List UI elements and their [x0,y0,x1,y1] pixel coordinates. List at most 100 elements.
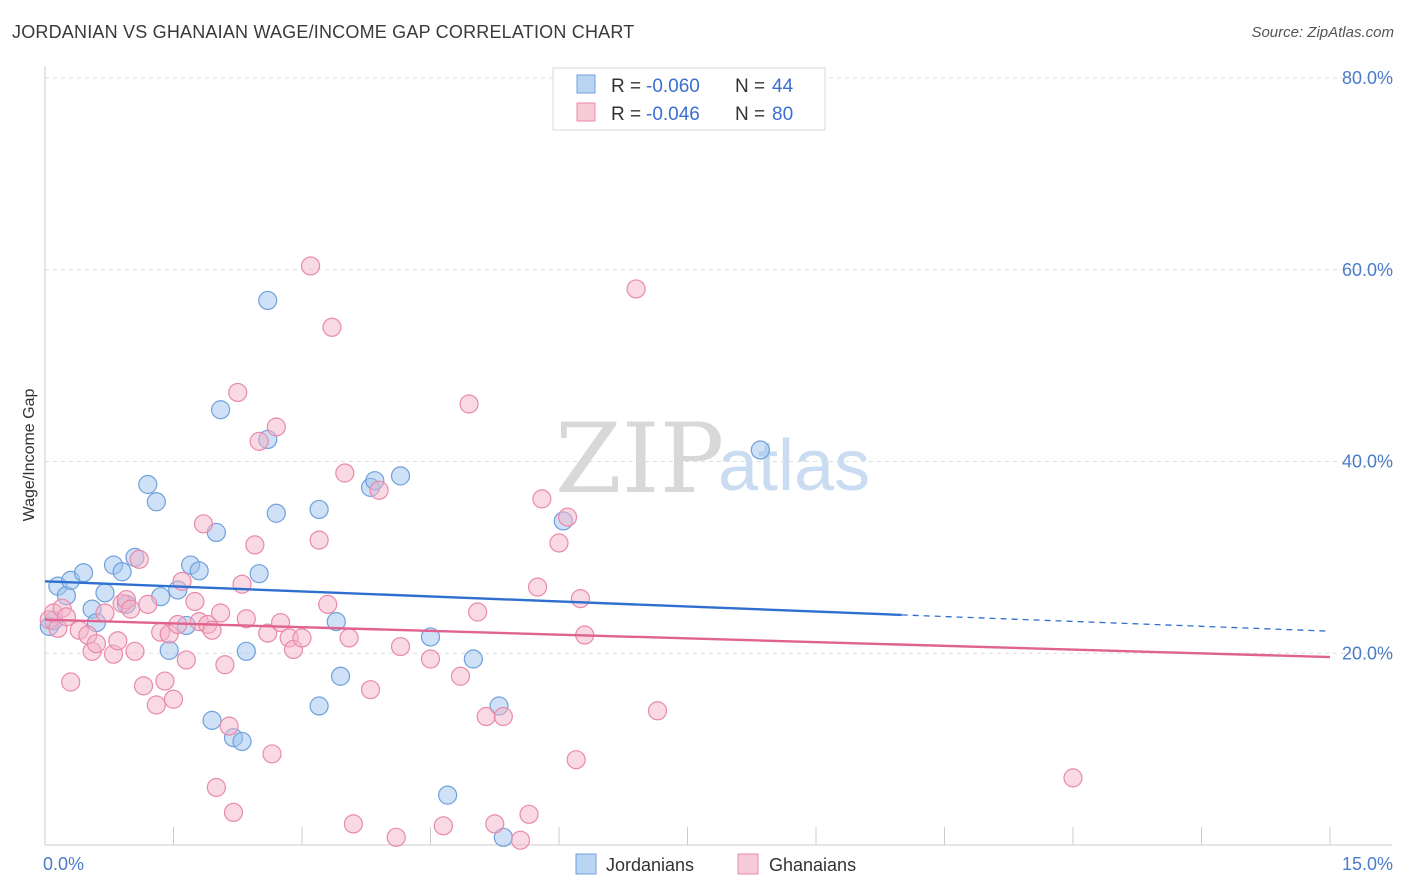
ghanaian-point-39 [232,574,252,594]
jordanian-trend-line [44,580,902,617]
ghanaian-point-28 [185,591,205,612]
legend-r-value-1: -0.046 [646,104,700,125]
ghanaian-point-15 [121,599,141,619]
grid-lines [45,77,1392,654]
ghanaian-point-5 [61,672,81,692]
jordanian-point-14 [146,492,166,512]
ghanaian-point-4 [56,607,77,627]
jordanian-point-20 [189,561,209,581]
jordanian-point-10 [112,562,132,582]
jordanian-trend-extension [901,614,1331,632]
ghanaian-point-40 [236,609,256,629]
jordanian-point-27 [249,564,269,584]
x-tick-label-1: 15.0% [1342,854,1393,874]
chart-title: JORDANIAN VS GHANAIAN WAGE/INCOME GAP CO… [12,22,635,42]
ghanaian-point-30 [193,514,214,534]
source-label: Source: ZipAtlas.com [1251,24,1394,41]
trend-lines [44,580,1331,659]
ghanaian-point-37 [223,802,244,823]
ghanaian-point-20 [146,695,166,715]
ghanaian-point-74 [557,507,578,527]
ghanaian-point-73 [549,533,569,553]
ghanaian-point-63 [450,666,471,686]
bottom-legend-label-jordanians: Jordanians [606,855,694,875]
ghanaian-trend-line [44,618,1331,659]
ghanaian-point-56 [343,814,363,834]
ghanaian-point-66 [476,706,496,727]
jordanian-point-30 [266,503,286,523]
ghanaian-point-69 [510,830,531,850]
ghanaian-point-72 [532,489,552,509]
jordanian-point-25 [232,731,252,752]
ghanaian-point-41 [245,535,265,555]
ghanaian-point-65 [468,602,488,622]
jordanian-point-26 [236,641,256,661]
jordanian-point-23 [211,400,231,420]
ghanaian-point-33 [206,777,226,798]
series-legend: Jordanians Ghanaians [575,853,856,875]
watermark: ZIP atlas [555,403,870,515]
stats-legend: R = -0.060 N = 44 R = -0.046 N = 80 [552,67,826,131]
x-tick-labels: 0.0% 15.0% [43,854,1393,874]
legend-r-label-1: R = [611,104,641,125]
bottom-legend-swatch-ghanaians [737,853,759,875]
legend-swatch-ghanaians [576,102,596,122]
legend-swatch-jordanians [576,74,596,94]
ghanaian-point-17 [129,549,149,569]
y-tick-label-2: 60.0% [1342,260,1393,280]
y-tick-labels: 20.0% 40.0% 60.0% 80.0% [1342,68,1393,663]
ghanaian-point-70 [519,804,539,824]
bottom-legend-label-ghanaians: Ghanaians [769,855,856,875]
jordanian-point-13 [138,474,158,495]
jordanian-point-40 [463,649,483,669]
ghanaian-point-44 [262,744,282,764]
ghanaian-point-55 [339,628,359,648]
ghanaian-point-18 [133,676,154,696]
ghanaian-point-50 [300,256,321,276]
ghanaian-point-64 [459,394,479,414]
ghanaian-point-36 [219,716,239,736]
ghanaian-point-71 [527,577,548,597]
ghanaian-point-38 [228,382,248,403]
ghanaian-point-62 [433,816,453,836]
ghanaian-point-51 [309,530,329,550]
legend-n-value-1: 80 [772,104,793,125]
axes [44,66,1392,846]
ghanaian-point-58 [369,480,389,500]
jordanian-point-38 [420,627,441,647]
ghanaian-point-68 [493,706,513,727]
ghanaian-point-80 [1063,768,1083,788]
y-tick-label-3: 80.0% [1342,68,1393,88]
ghanaian-point-19 [138,594,158,614]
ghanaian-point-52 [318,594,338,614]
ghanaian-point-34 [211,603,231,623]
jordanian-point-28 [258,290,278,311]
jordanian-point-16 [159,640,179,660]
bottom-legend-swatch-jordanians [575,853,597,875]
jordanian-point-8 [95,583,115,603]
jordanian-point-34 [330,666,351,686]
ghanaian-point-27 [176,650,196,670]
x-tick-label-0: 0.0% [43,854,84,874]
legend-n-label-0: N = [735,76,765,97]
jordanian-point-32 [309,696,329,716]
ghanaian-point-16 [125,641,145,661]
jordanian-point-39 [438,785,458,805]
ghanaian-point-12 [108,631,128,651]
ghanaian-point-10 [95,603,115,623]
legend-r-value-0: -0.060 [646,76,700,97]
ghanaian-point-61 [420,649,441,669]
ghanaian-point-75 [566,750,586,770]
ghanaian-point-67 [485,814,505,834]
jordanian-point-5 [73,563,94,583]
jordanian-point-44 [750,440,770,460]
ghanaian-point-42 [249,431,269,451]
ghanaian-point-43 [258,623,278,643]
ghanaian-point-54 [335,463,355,483]
ghanaian-point-78 [626,279,646,299]
jordanian-point-31 [309,499,329,520]
legend-n-value-0: 44 [772,76,794,97]
ghanaian-point-59 [386,827,406,847]
ghanaian-point-45 [266,417,286,437]
